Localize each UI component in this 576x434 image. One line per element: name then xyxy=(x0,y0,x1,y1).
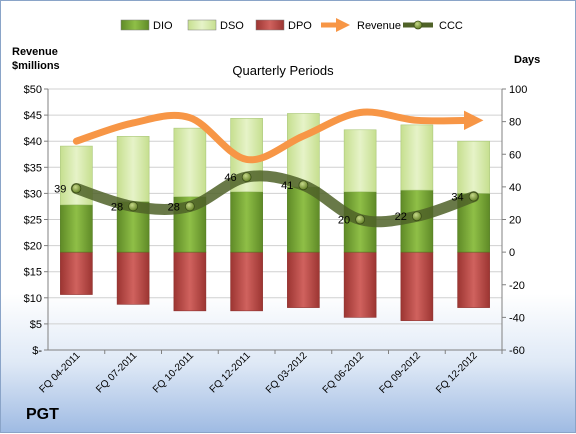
left-tick-label: $10 xyxy=(24,293,42,305)
legend-swatch-dpo xyxy=(255,19,285,31)
legend-label-revenue: Revenue xyxy=(357,20,401,32)
right-tick-label: -40 xyxy=(509,312,525,324)
left-tick-label: $5 xyxy=(30,319,42,331)
right-tick-label: 80 xyxy=(509,117,521,129)
x-tick-label: FQ 07-2011 xyxy=(94,350,139,395)
company-name: PGT xyxy=(26,406,59,423)
dso-bar xyxy=(173,127,207,197)
dso-bar xyxy=(343,129,377,193)
x-tick-label: FQ 03-2012 xyxy=(264,350,310,396)
dio-bar xyxy=(287,186,320,253)
revenue-series-line xyxy=(72,108,484,164)
legend-label-dio: DIO xyxy=(153,20,173,32)
dpo-bar xyxy=(116,251,150,305)
ccc-point xyxy=(71,183,82,194)
ccc-point xyxy=(411,211,422,222)
legend: DIO DSO DPO Revenue CCC xyxy=(120,18,463,32)
left-tick-label: $15 xyxy=(24,267,42,279)
revenue-line xyxy=(72,108,484,164)
x-tick-label: FQ 10-2011 xyxy=(151,350,196,395)
x-tick-label: FQ 04-2011 xyxy=(38,350,83,395)
right-axis-title: Days xyxy=(514,54,540,66)
chart-title: Quarterly Periods xyxy=(232,63,334,78)
legend-label-dpo: DPO xyxy=(288,20,312,32)
dio-bar xyxy=(60,204,93,253)
right-tick-label: -60 xyxy=(509,345,525,357)
x-tick-label: FQ 06-2012 xyxy=(321,350,367,396)
legend-swatch-dso xyxy=(187,19,217,31)
ccc-point xyxy=(298,180,309,191)
ccc-data-label: 20 xyxy=(338,215,350,227)
ccc-point xyxy=(355,214,366,225)
x-tick-label: FQ 12-2012 xyxy=(434,350,480,396)
right-tick-label: 20 xyxy=(509,215,521,227)
ccc-data-label: 41 xyxy=(281,180,293,192)
left-axis-title-line1: Revenue xyxy=(12,46,58,58)
dpo-bar xyxy=(343,251,377,318)
dpo-bar xyxy=(173,251,207,312)
left-tick-label: $20 xyxy=(24,241,42,253)
right-tick-label: 0 xyxy=(509,247,515,259)
dpo-bar xyxy=(287,251,320,308)
left-tick-label: $50 xyxy=(24,84,42,96)
ccc-point xyxy=(241,172,252,182)
left-tick-label: $30 xyxy=(24,188,42,200)
ccc-series-line xyxy=(70,170,480,228)
dpo-bar xyxy=(457,251,490,308)
ccc-data-label: 28 xyxy=(111,201,123,213)
dso-bar xyxy=(287,113,320,188)
right-tick-label: 40 xyxy=(509,182,521,194)
right-tick-label: 60 xyxy=(509,149,521,161)
legend-swatch-ccc-dot xyxy=(413,20,423,30)
legend-label-dso: DSO xyxy=(220,20,244,32)
dpo-bar xyxy=(60,251,93,295)
ccc-data-label: 22 xyxy=(395,211,407,223)
ccc-point xyxy=(184,201,195,212)
ccc-line: 39 28 28 46 41 20 22 34 xyxy=(54,170,480,228)
right-tick-label: -20 xyxy=(509,280,525,292)
dio-bar xyxy=(230,191,263,253)
dso-bar xyxy=(457,140,490,194)
ccc-data-label: 28 xyxy=(168,201,180,213)
ccc-data-label: 34 xyxy=(451,192,463,204)
legend-label-ccc: CCC xyxy=(439,20,463,32)
dso-bar xyxy=(400,124,434,191)
dpo-bar xyxy=(230,251,263,312)
left-tick-label: $- xyxy=(32,345,42,357)
ccc-data-label: 39 xyxy=(54,184,66,196)
ccc-point xyxy=(468,191,479,202)
x-tick-label: FQ 12-2011 xyxy=(208,350,253,395)
x-tick-label: FQ 09-2012 xyxy=(377,350,423,396)
ccc-point xyxy=(128,201,139,212)
left-tick-label: $40 xyxy=(24,136,42,148)
right-tick-label: 100 xyxy=(509,84,527,96)
left-tick-label: $35 xyxy=(24,162,42,174)
ccc-data-label: 46 xyxy=(224,172,236,184)
left-tick-label: $25 xyxy=(24,215,42,227)
left-tick-label: $45 xyxy=(24,110,42,122)
dso-bar xyxy=(116,136,150,202)
left-axis-title-line2: $millions xyxy=(12,60,60,72)
legend-swatch-dio xyxy=(120,19,150,31)
dpo-bar xyxy=(400,251,434,321)
